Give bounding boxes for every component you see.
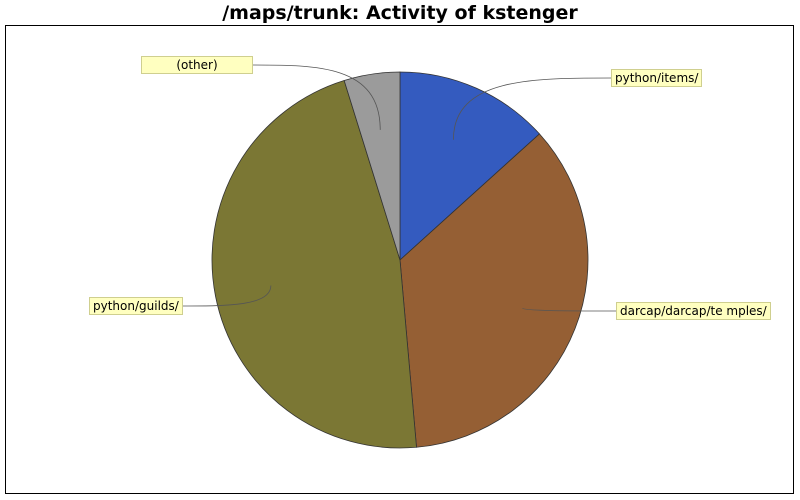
leader-line-0 [453,77,612,140]
pie-slice-3 [343,71,401,261]
slice-label-python-guilds: python/guilds/ [89,297,183,315]
chart-title: /maps/trunk: Activity of kstenger [222,2,578,24]
slice-label-python-items: python/items/ [611,69,703,87]
slice-label-darcap-temples: darcap/darcap/te mples/ [616,302,771,320]
pie-slice-1 [399,133,589,448]
pie-slice-2 [211,79,417,449]
pie-slice-0 [399,71,541,261]
leader-line-1 [522,307,617,312]
plot-area [5,25,794,494]
leader-line-2 [182,285,272,307]
leader-line-3 [252,64,381,130]
slice-label-other: (other) [141,56,253,74]
